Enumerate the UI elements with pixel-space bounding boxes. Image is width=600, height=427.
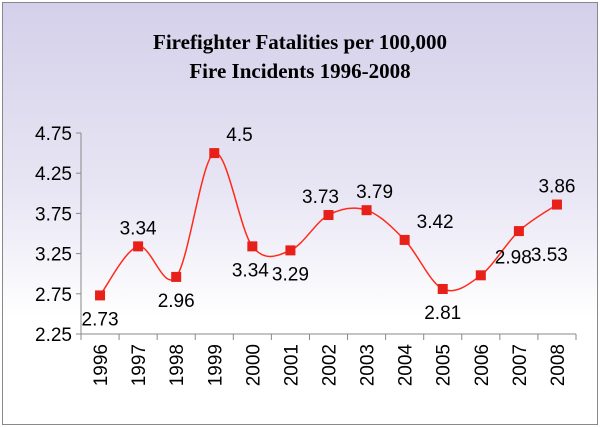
y-tick-label: 4.25 [35, 164, 72, 185]
data-point [551, 199, 562, 210]
data-point [247, 241, 258, 252]
x-tick-label: 2000 [243, 344, 264, 386]
data-label: 2.81 [424, 303, 461, 324]
x-tick-label: 2007 [510, 344, 531, 386]
x-tick-label: 2001 [281, 344, 302, 386]
data-label: 3.53 [531, 245, 568, 266]
x-tick-label: 1996 [91, 344, 112, 386]
x-tick-label: 1999 [205, 344, 226, 386]
data-label: 4.5 [226, 125, 252, 146]
x-tick-label: 2006 [472, 344, 493, 386]
title-line-1: Firefighter Fatalities per 100,000 [153, 30, 447, 54]
data-point [361, 205, 372, 216]
y-tick-label: 4.75 [35, 124, 72, 145]
data-point [437, 283, 448, 294]
chart-title: Firefighter Fatalities per 100,000 Fire … [0, 28, 600, 86]
data-point [171, 271, 182, 282]
data-point [399, 234, 410, 245]
y-tick-label: 3.75 [35, 204, 72, 225]
x-tick-label: 2002 [320, 344, 341, 386]
data-label: 2.73 [82, 309, 119, 330]
data-label: 3.73 [302, 187, 339, 208]
series-line [99, 152, 558, 296]
x-tick-label: 2005 [434, 344, 455, 386]
data-point [513, 226, 524, 237]
data-point [209, 148, 220, 159]
x-tick-label: 2004 [396, 344, 417, 387]
data-label: 3.42 [417, 212, 454, 233]
data-label: 3.29 [272, 264, 309, 285]
data-point [475, 270, 486, 281]
y-tick-label: 2.25 [35, 325, 72, 346]
data-label: 3.86 [538, 177, 575, 198]
x-tick-label: 2003 [358, 344, 379, 386]
data-point [95, 290, 106, 301]
title-line-2: Fire Incidents 1996-2008 [189, 59, 411, 83]
x-tick-label: 2008 [548, 344, 569, 386]
data-point [323, 210, 334, 221]
y-tick-label: 3.25 [35, 245, 72, 266]
data-label: 3.79 [356, 182, 393, 203]
data-point [285, 245, 296, 256]
x-tick-label: 1998 [167, 344, 188, 386]
data-label: 2.96 [158, 291, 195, 312]
x-tick-label: 1997 [129, 344, 150, 386]
data-label: 3.34 [120, 218, 157, 239]
data-label: 2.98 [495, 247, 532, 268]
data-point [133, 241, 144, 252]
data-label: 3.34 [232, 260, 269, 281]
y-tick-label: 2.75 [35, 285, 72, 306]
